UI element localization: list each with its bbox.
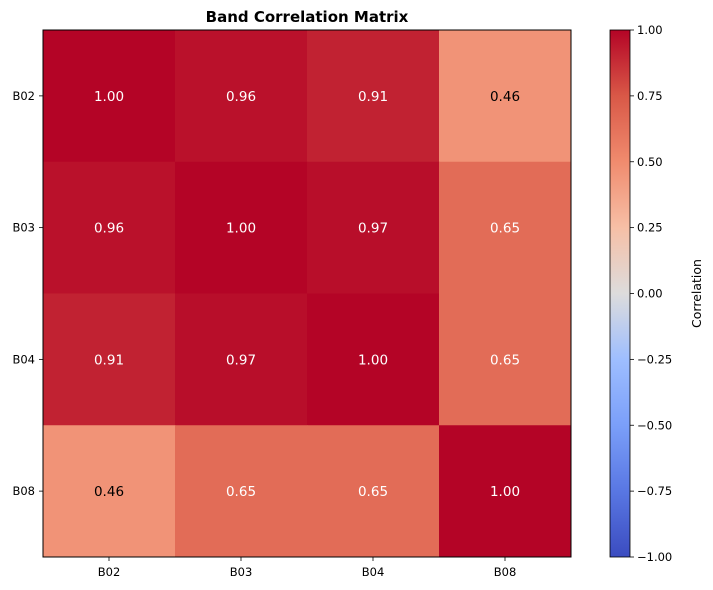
heatmap-cell — [175, 293, 308, 426]
y-tick-label: B03 — [12, 221, 35, 235]
heatmap-cell — [307, 293, 440, 426]
colorbar-tick-label: −0.25 — [637, 352, 672, 366]
heatmap-cell — [307, 161, 440, 294]
colorbar-tick-label: −0.75 — [637, 484, 672, 498]
cell-value-label: 0.97 — [358, 221, 388, 237]
cell-value-label: 1.00 — [226, 221, 256, 237]
x-axis: B02 B03 B04 B08 — [98, 557, 517, 579]
y-axis: B02 B03 B04 B08 — [12, 89, 43, 498]
cell-value-label: 0.96 — [94, 221, 124, 237]
colorbar-tick-label: 0.25 — [637, 221, 663, 235]
x-tick-label: B02 — [98, 565, 121, 579]
x-tick-label: B03 — [230, 565, 253, 579]
colorbar-ticks: 1.00 0.75 0.50 0.25 0.00 −0.25 −0.50 −0.75 −1.00 — [630, 23, 672, 564]
x-tick-label: B08 — [494, 565, 517, 579]
heatmap-cell — [439, 161, 572, 294]
heatmap-cell — [175, 425, 308, 558]
colorbar-tick-label: 1.00 — [637, 23, 663, 37]
heatmap-cell — [439, 30, 572, 163]
heatmap-cell-labels: 1.00 0.96 0.91 0.46 0.96 1.00 0.97 0.65 0.91 0.97… — [94, 89, 520, 500]
cell-value-label: 1.00 — [358, 352, 388, 368]
cell-value-label: 1.00 — [490, 484, 520, 500]
colorbar-tick-label: 0.75 — [637, 89, 663, 103]
heatmap-cells — [43, 30, 572, 558]
cell-value-label: 0.91 — [358, 89, 388, 105]
cell-value-label: 0.65 — [358, 484, 388, 500]
cell-value-label: 0.65 — [226, 484, 256, 500]
x-tick-label: B04 — [362, 565, 385, 579]
colorbar-tick-label: 0.00 — [637, 287, 663, 301]
plot-frame — [42, 29, 572, 558]
cell-value-label: 0.65 — [490, 352, 520, 368]
heatmap-cell — [175, 30, 308, 163]
colorbar-tick-label: −1.00 — [637, 550, 672, 564]
y-tick-label: B04 — [12, 352, 35, 366]
cell-value-label: 0.96 — [226, 89, 256, 105]
cell-value-label: 0.65 — [490, 221, 520, 237]
colorbar — [609, 29, 631, 558]
heatmap-cell — [307, 425, 440, 558]
chart-title: Band Correlation Matrix — [206, 8, 409, 26]
heatmap-cell — [43, 425, 176, 558]
colorbar-tick-label: 0.50 — [637, 155, 663, 169]
heatmap-cell — [43, 293, 176, 426]
cell-value-label: 0.46 — [94, 484, 124, 500]
cell-value-label: 0.46 — [490, 89, 520, 105]
heatmap-cell — [307, 30, 440, 163]
y-tick-label: B08 — [12, 484, 35, 498]
colorbar-tick-label: −0.50 — [637, 418, 672, 432]
colorbar-label: Correlation — [689, 259, 704, 328]
heatmap-cell — [439, 425, 572, 558]
cell-value-label: 0.97 — [226, 352, 256, 368]
cell-value-label: 1.00 — [94, 89, 124, 105]
y-tick-label: B02 — [12, 89, 35, 103]
heatmap-cell — [43, 30, 176, 163]
heatmap-cell — [439, 293, 572, 426]
heatmap-cell — [175, 161, 308, 294]
cell-value-label: 0.91 — [94, 352, 124, 368]
heatmap-cell — [43, 161, 176, 294]
